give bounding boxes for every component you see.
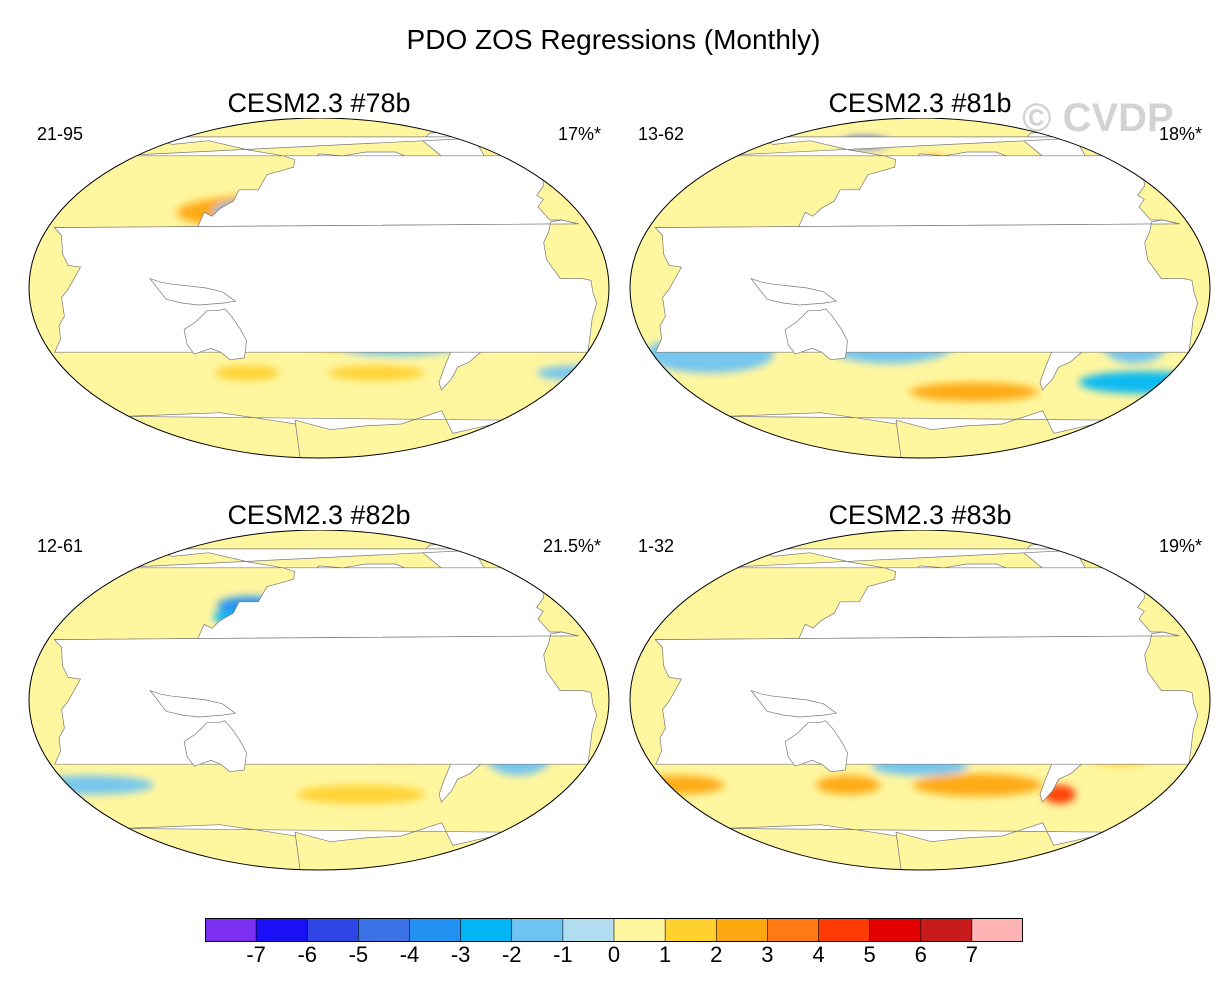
anomaly-region [912, 773, 1042, 797]
land-australia [183, 308, 247, 361]
colorbar-box [511, 918, 564, 942]
land-antarctica [123, 822, 511, 870]
land-africa [53, 631, 598, 765]
colorbar-label: 2 [710, 942, 723, 967]
colorbar-label: -4 [399, 942, 420, 967]
main-title: PDO ZOS Regressions (Monthly) [406, 24, 821, 55]
colorbar-box [256, 918, 308, 942]
land-antarctica [123, 410, 511, 458]
colorbar-box [767, 918, 819, 942]
colorbar-box [307, 918, 359, 942]
colorbar-label: 3 [761, 942, 774, 967]
colorbar-box [665, 918, 717, 942]
colorbar-label: -3 [450, 942, 471, 967]
colorbar-box [205, 918, 257, 942]
map-panel: CESM2.3 #83b 1-32 19%* [620, 500, 1220, 880]
colorbar-label: 7 [965, 942, 978, 967]
land-africa [654, 219, 1199, 353]
colorbar-box [614, 918, 666, 942]
panel-title: CESM2.3 #83b [828, 500, 1012, 530]
panel-percent: 17%* [557, 124, 601, 144]
panel-percent: 21.5%* [542, 536, 601, 556]
colorbar-label: -2 [501, 942, 522, 967]
map-panel: CESM2.3 #81b 13-62 18%* [620, 88, 1220, 468]
map-border [629, 118, 1211, 459]
panel-years: 1-32 [638, 536, 675, 556]
anomaly-region [29, 775, 154, 795]
colorbar-box [716, 918, 768, 942]
regression-map [28, 118, 610, 459]
anomaly-region [328, 365, 425, 381]
panel-title: CESM2.3 #78b [227, 88, 411, 118]
colorbar-label: 1 [659, 942, 672, 967]
land-indonesia [750, 277, 838, 306]
cvdp-watermark: © CVDP [1022, 96, 1174, 140]
land-australia [784, 720, 848, 773]
regression-map [629, 118, 1211, 459]
panel-years: 12-61 [37, 536, 84, 556]
colorbar-box [358, 918, 410, 942]
colorbar-label: -5 [348, 942, 369, 967]
anomaly-region [816, 775, 881, 795]
colorbar-label: -7 [246, 942, 266, 967]
colorbar-box [460, 918, 513, 942]
land-antarctica [724, 410, 1112, 458]
colorbar-box [971, 918, 1023, 942]
colorbar-box [920, 918, 973, 942]
land-indonesia [149, 689, 237, 718]
colorbar-label: 4 [812, 942, 825, 967]
land-australia [183, 720, 247, 773]
map-border [28, 530, 610, 871]
panel-percent: 18%* [1158, 124, 1202, 144]
map-border [629, 530, 1211, 871]
anomaly-region [1078, 371, 1208, 394]
colorbar-label: 6 [914, 942, 927, 967]
land-africa [654, 631, 1199, 765]
anomaly-region [215, 365, 280, 381]
colorbar-box [562, 918, 615, 942]
panel-title: CESM2.3 #82b [227, 500, 411, 530]
regression-map [629, 530, 1211, 871]
colorbar-label: 0 [607, 942, 621, 967]
map-border [28, 118, 610, 459]
colorbar-box [869, 918, 922, 942]
colorbar-label: 5 [863, 942, 876, 967]
map-panel: CESM2.3 #82b 12-61 21.5%* [19, 500, 619, 880]
colorbar-box [818, 918, 871, 942]
panel-years: 13-62 [638, 124, 685, 144]
land-africa [53, 219, 598, 353]
land-indonesia [149, 277, 237, 306]
colorbar-label: -6 [297, 942, 318, 967]
colorbar-box [409, 918, 462, 942]
regression-map [28, 530, 610, 871]
panel-title: CESM2.3 #81b [828, 88, 1012, 118]
colorbar [205, 918, 1023, 942]
panel-percent: 19%* [1158, 536, 1202, 556]
colorbar-labels: -7 -6 -5 -4 -3 -2 -1 0 1 2 3 4 5 6 7 [0, 942, 1227, 982]
land-indonesia [750, 689, 838, 718]
map-panel: CESM2.3 #78b 21-95 17%* [19, 88, 619, 468]
anomaly-region [909, 382, 1039, 402]
anomaly-region [296, 785, 426, 804]
anomaly-region [537, 365, 609, 381]
land-australia [784, 308, 848, 361]
land-antarctica [724, 822, 1112, 870]
colorbar-label: -1 [553, 942, 573, 967]
panel-years: 21-95 [37, 124, 84, 144]
